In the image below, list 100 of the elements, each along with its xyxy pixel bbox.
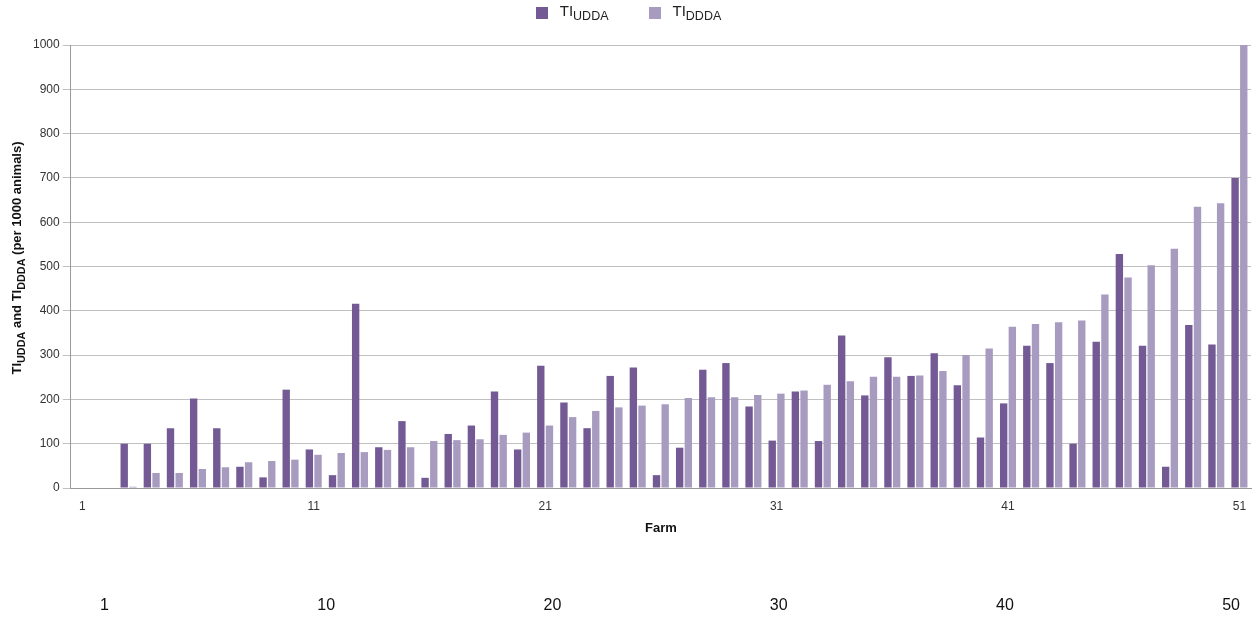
bar: [476, 439, 484, 488]
bar: [213, 428, 221, 488]
bar: [930, 353, 938, 488]
bar: [800, 390, 808, 488]
bar: [1054, 322, 1063, 488]
text: 40: [995, 596, 1014, 614]
y-tick-label: 800: [39, 125, 61, 140]
legend-label: TI$_{DDDA}$: [672, 2, 722, 23]
bar: [337, 453, 345, 488]
y-tick-label: 600: [39, 214, 61, 229]
bar: [1031, 324, 1040, 488]
bar: [745, 406, 753, 488]
bar: [1193, 206, 1202, 488]
bar: [861, 395, 869, 488]
bar: [291, 459, 299, 488]
bar: [1124, 277, 1132, 488]
bar: [754, 394, 762, 488]
bar: [1240, 45, 1248, 488]
text: 50: [1222, 596, 1240, 614]
bar: [568, 417, 577, 488]
bar: [707, 397, 716, 488]
bar: [1092, 341, 1100, 488]
x-tick-label: 51: [1232, 498, 1247, 513]
y-tick-label: 100: [39, 436, 61, 451]
bar: [615, 407, 623, 488]
bar: [592, 410, 600, 488]
bar: [244, 462, 253, 488]
bar: [1046, 363, 1054, 488]
bar: [583, 428, 591, 488]
bar: [1008, 326, 1017, 488]
bar: [513, 449, 522, 488]
bar: [884, 357, 892, 488]
bar: [120, 443, 128, 488]
bar: [305, 449, 314, 488]
x-tick-label: 31: [769, 498, 784, 513]
bar: [1170, 248, 1179, 488]
bar: [1069, 443, 1077, 488]
bar: [1216, 203, 1225, 488]
bar: [814, 441, 823, 488]
bar: [606, 375, 614, 488]
y-tick-label: 400: [39, 303, 61, 318]
bar: [268, 460, 276, 488]
y-tick-label: 500: [39, 258, 61, 273]
bar: [522, 432, 531, 488]
bar: [444, 433, 452, 488]
bar: [684, 398, 693, 488]
bar: [823, 384, 831, 488]
bar: [1115, 254, 1124, 488]
bar: [629, 367, 638, 488]
bar: [892, 376, 901, 488]
y-tick-label: 200: [39, 391, 61, 406]
bar: [985, 348, 993, 488]
y-tick-label: 1000: [32, 37, 61, 52]
bar: [661, 404, 669, 488]
bar: [406, 447, 415, 488]
bar: [143, 443, 152, 488]
bar: [837, 335, 846, 488]
bar: [259, 477, 267, 488]
bar: [375, 447, 383, 488]
y-tick-label: 0: [53, 480, 61, 495]
bar: [166, 428, 175, 488]
bar: [1231, 177, 1239, 488]
bar: [699, 369, 707, 488]
bar: [1101, 294, 1109, 488]
bar: [198, 468, 207, 488]
x-tick-label: 11: [307, 498, 321, 513]
bar: [314, 454, 322, 488]
bar: [236, 466, 244, 488]
bar: [490, 391, 499, 488]
legend-label: TI$_{UDDA}$: [559, 2, 609, 23]
bar: [467, 425, 476, 488]
bar: [383, 449, 392, 488]
bar: [351, 303, 360, 488]
bar: [999, 403, 1008, 488]
text: 30: [769, 596, 788, 614]
bar: [221, 467, 230, 488]
x-tick-label: 21: [538, 498, 553, 513]
bar: [421, 477, 429, 488]
text: 10: [317, 596, 336, 614]
bar: [976, 437, 985, 488]
y-tick-label: 300: [39, 347, 61, 362]
bar: [638, 405, 646, 488]
bar: [939, 371, 947, 488]
bar: [1138, 345, 1147, 488]
bar: [328, 475, 337, 488]
text: 1: [100, 596, 109, 614]
bar: [1147, 265, 1155, 488]
bar: [545, 425, 554, 488]
bar: [398, 421, 406, 488]
bar: [499, 434, 507, 488]
bar: [962, 355, 970, 488]
bar: [791, 391, 800, 488]
bar: [652, 475, 661, 488]
bar: [730, 397, 739, 488]
bar: [453, 440, 461, 488]
bar: [907, 375, 915, 488]
x-axis-title: Farm: [644, 519, 677, 535]
bar: [360, 452, 369, 488]
bar: [152, 472, 160, 488]
bar: [675, 447, 684, 488]
